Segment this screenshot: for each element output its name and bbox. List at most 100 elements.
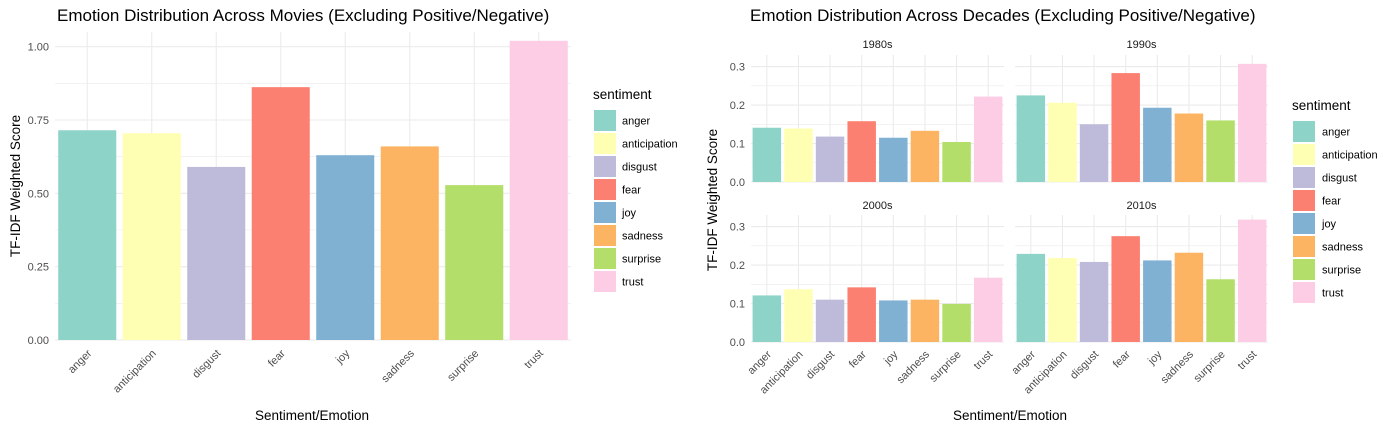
legend-label-fear: fear — [1322, 196, 1341, 208]
y-tick-label: 0.3 — [730, 222, 745, 234]
bar-2000s-disgust — [815, 299, 845, 342]
x-tick-label-joy: joy — [1145, 348, 1164, 367]
bar-1980s-fear — [847, 121, 876, 182]
facet-strip-label: 2010s — [1127, 200, 1157, 212]
decades-chart-title: Emotion Distribution Across Decades (Exc… — [750, 6, 1256, 25]
bar-2010s-anticipation — [1048, 258, 1077, 342]
y-tick-label: 0.75 — [28, 115, 49, 127]
movies-chart-yticks: 0.00 0.25 0.50 0.75 1.00 — [28, 42, 49, 347]
facet-strip-label: 1980s — [863, 39, 893, 51]
x-tick-label-anger: anger — [746, 348, 775, 377]
x-tick-label-surprise: surprise — [1192, 349, 1228, 385]
bar-1990s-anger — [1016, 95, 1046, 182]
bar-sadness — [380, 146, 439, 340]
movies-legend-title: sentiment — [593, 87, 652, 102]
x-tick-label-sadness: sadness — [895, 348, 933, 386]
movies-chart-bars — [58, 40, 568, 341]
y-tick-label: 0.0 — [730, 337, 745, 349]
legend-key-fear — [1293, 190, 1315, 211]
bar-1990s-fear — [1111, 73, 1140, 182]
legend-label-surprise: surprise — [622, 254, 661, 266]
x-tick-label-sadness: sadness — [379, 347, 417, 385]
legend-key-disgust — [594, 156, 616, 177]
legend-key-anticipation — [594, 133, 616, 154]
x-tick-label-fear: fear — [847, 348, 869, 370]
bar-1980s-anticipation — [784, 128, 813, 182]
legend-key-joy — [1293, 213, 1315, 234]
facet-panel-2000s: 2000s0.00.10.20.3angeranticipationdisgus… — [730, 200, 1004, 396]
bar-2010s-surprise — [1206, 279, 1235, 342]
legend-label-sadness: sadness — [622, 231, 663, 243]
bar-1990s-sadness — [1174, 113, 1204, 182]
legend-label-disgust: disgust — [622, 162, 657, 174]
bar-2010s-joy — [1143, 260, 1172, 342]
bar-2000s-sadness — [910, 299, 940, 342]
bar-1990s-surprise — [1206, 120, 1235, 182]
bar-disgust — [187, 166, 246, 340]
x-tick-label-trust: trust — [1236, 349, 1260, 373]
bar-2000s-anger — [752, 295, 782, 342]
legend-key-trust — [594, 271, 616, 292]
x-tick-label-anticipation: anticipation — [111, 348, 159, 396]
x-tick-label-fear: fear — [266, 347, 288, 369]
y-tick-label: 0.50 — [28, 188, 49, 200]
bar-1980s-sadness — [910, 130, 940, 182]
legend-label-trust: trust — [622, 277, 643, 289]
legend-key-surprise — [1293, 259, 1315, 280]
bar-1990s-trust — [1237, 63, 1267, 182]
x-tick-label-trust: trust — [972, 349, 996, 373]
movies-chart-legend: sentiment anger anticipation disgust fear jo… — [593, 87, 678, 292]
movies-chart: Emotion Distribution Across Movies (Excl… — [8, 6, 678, 423]
decades-chart: Emotion Distribution Across Decades (Exc… — [705, 6, 1378, 423]
decades-legend-title: sentiment — [1292, 98, 1351, 113]
movies-chart-xticks: anger anticipation disgust fear joy sadness su… — [66, 347, 546, 395]
y-tick-label: 0.2 — [730, 100, 745, 112]
legend-label-disgust: disgust — [1322, 173, 1357, 185]
x-tick-label-sadness: sadness — [1159, 348, 1197, 386]
bar-2000s-trust — [973, 277, 1003, 342]
decades-chart-legend: sentiment anger anticipation disgust fear jo… — [1292, 98, 1378, 303]
legend-label-anger: anger — [1322, 127, 1350, 139]
decades-chart-panels: 1980s 0.0 0.1 0.2 0.3 1990s 2000s 0.0 0.1 0.2 0.3 a… — [730, 39, 1268, 396]
bar-1980s-anger — [752, 127, 782, 182]
legend-key-fear — [594, 179, 616, 200]
bar-2000s-joy — [879, 300, 908, 342]
bar-fear — [251, 87, 310, 340]
legend-label-joy: joy — [1321, 219, 1337, 231]
y-tick-label: 1.00 — [28, 42, 49, 54]
x-tick-label-disgust: disgust — [190, 348, 223, 381]
x-tick-label-anger: anger — [66, 347, 95, 376]
bar-2010s-fear — [1111, 236, 1140, 342]
facet-strip-label: 1990s — [1127, 39, 1157, 51]
x-tick-label-surprise: surprise — [928, 349, 964, 385]
facet-strip-label: 2000s — [863, 200, 893, 212]
bar-anger — [58, 130, 117, 340]
legend-label-anticipation: anticipation — [622, 139, 678, 151]
bar-1990s-anticipation — [1048, 102, 1077, 182]
legend-key-anger — [1293, 121, 1315, 142]
bar-2010s-disgust — [1079, 261, 1109, 342]
bar-2010s-sadness — [1174, 252, 1204, 342]
legend-label-trust: trust — [1322, 288, 1343, 300]
bar-2010s-trust — [1237, 219, 1267, 342]
y-tick-label: 0.3 — [730, 62, 745, 74]
x-tick-label-surprise: surprise — [445, 348, 481, 384]
y-tick-label: 0.1 — [730, 139, 745, 151]
legend-label-surprise: surprise — [1322, 265, 1361, 277]
x-tick-label-anger: anger — [1010, 348, 1039, 377]
legend-label-fear: fear — [622, 185, 641, 197]
bar-2000s-fear — [847, 287, 876, 342]
bar-surprise — [445, 185, 504, 340]
legend-key-sadness — [594, 225, 616, 246]
decades-chart-xlabel: Sentiment/Emotion — [953, 408, 1067, 423]
bar-2000s-anticipation — [784, 289, 813, 342]
legend-label-anger: anger — [622, 116, 650, 128]
legend-label-anticipation: anticipation — [1322, 150, 1378, 162]
legend-key-anger — [594, 110, 616, 131]
facet-panel-1990s: 1990s — [1015, 39, 1268, 183]
movies-chart-xlabel: Sentiment/Emotion — [255, 408, 369, 423]
legend-key-joy — [594, 202, 616, 223]
bar-1980s-joy — [879, 137, 908, 182]
